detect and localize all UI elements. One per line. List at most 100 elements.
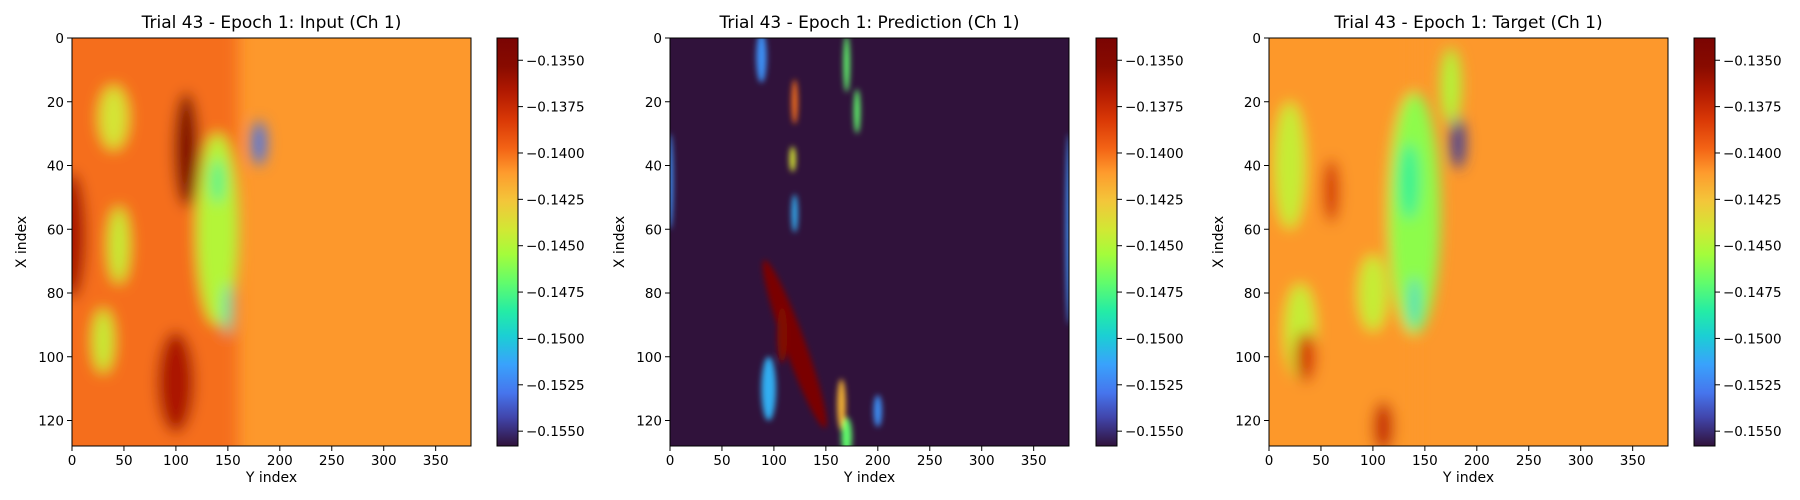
y-tick-label: 40 bbox=[47, 159, 64, 175]
heatmap-blob-6 bbox=[853, 89, 861, 134]
heatmap-blob-5 bbox=[108, 206, 130, 284]
y-tick-label: 20 bbox=[1244, 95, 1261, 111]
colorbar-tick-label: −0.1475 bbox=[526, 285, 585, 301]
heatmap-blob-11 bbox=[1440, 47, 1462, 125]
x-tick-label: 100 bbox=[1360, 453, 1386, 469]
x-tick-label: 200 bbox=[865, 453, 891, 469]
heatmap-blob-10 bbox=[1358, 254, 1388, 332]
x-tick-label: 200 bbox=[267, 453, 293, 469]
colorbar-tick-label: −0.1375 bbox=[1723, 100, 1782, 116]
x-tick-label: 0 bbox=[68, 453, 77, 469]
y-tick-label: 0 bbox=[653, 31, 662, 47]
colorbar-tick-label: −0.1500 bbox=[1723, 331, 1782, 347]
x-tick-label: 250 bbox=[319, 453, 345, 469]
heatmap-blob-5 bbox=[843, 38, 850, 93]
colorbar-tick-label: −0.1350 bbox=[526, 53, 585, 69]
heatmap-blob-9 bbox=[791, 194, 798, 233]
y-tick-label: 120 bbox=[38, 414, 64, 430]
heatmap-blob-1 bbox=[777, 305, 788, 364]
heatmap-blob-3 bbox=[791, 79, 798, 125]
axes-frame bbox=[1268, 37, 1669, 447]
x-tick-label: 350 bbox=[423, 453, 449, 469]
colorbar-tick-label: −0.1475 bbox=[1723, 285, 1782, 301]
heatmap-blob-3 bbox=[157, 331, 195, 434]
heatmap-blob-7 bbox=[1323, 159, 1340, 223]
y-axis-label: X index bbox=[1211, 216, 1227, 268]
colorbar-tick-label: −0.1450 bbox=[526, 239, 585, 255]
x-tick-label: 250 bbox=[917, 453, 943, 469]
heatmap-blob-1 bbox=[72, 171, 87, 300]
x-axis-label: Y index bbox=[843, 470, 895, 486]
y-tick-label: 100 bbox=[636, 350, 662, 366]
y-tick-label: 20 bbox=[645, 95, 662, 111]
x-tick-label: 300 bbox=[969, 453, 995, 469]
heatmap-background bbox=[670, 38, 1069, 446]
x-tick-label: 350 bbox=[1021, 453, 1047, 469]
heatmap-blob-2 bbox=[1398, 143, 1420, 220]
colorbar-tick-label: −0.1425 bbox=[1723, 192, 1782, 208]
x-tick-label: 0 bbox=[1265, 453, 1274, 469]
heatmap-blob-4 bbox=[99, 85, 129, 150]
x-tick-label: 50 bbox=[1312, 453, 1329, 469]
x-tick-label: 150 bbox=[1412, 453, 1438, 469]
heatmap-blob-5 bbox=[1274, 101, 1306, 230]
x-tick-label: 150 bbox=[813, 453, 839, 469]
panel-3: Trial 43 - Epoch 1: Target (Ch 1) 0 50 100 1… bbox=[1211, 13, 1782, 486]
x-axis-label: Y index bbox=[1442, 470, 1494, 486]
chart-title: Trial 43 - Epoch 1: Target (Ch 1) bbox=[1333, 13, 1602, 33]
heatmap-blob-9 bbox=[223, 283, 233, 335]
heatmap-blob-4 bbox=[1450, 117, 1466, 169]
axes-frame bbox=[71, 37, 472, 447]
x-tick-label: 50 bbox=[713, 453, 730, 469]
y-tick-label: 80 bbox=[1244, 286, 1261, 302]
y-tick-label: 20 bbox=[47, 95, 64, 111]
heatmap-blob-9 bbox=[1372, 401, 1394, 446]
panel-1: Trial 43 - Epoch 1: Input (Ch 1) 0 50 100 15… bbox=[14, 13, 585, 486]
x-tick-label: 300 bbox=[1568, 453, 1594, 469]
y-tick-label: 80 bbox=[47, 286, 64, 302]
colorbar-tick-label: −0.1375 bbox=[1125, 100, 1184, 116]
y-axis-label: X index bbox=[612, 216, 628, 268]
colorbar-gradient bbox=[496, 37, 519, 447]
colorbar-tick-label: −0.1525 bbox=[526, 378, 585, 394]
heatmap-blob-12 bbox=[1065, 133, 1069, 325]
y-tick-label: 120 bbox=[636, 414, 662, 430]
x-tick-label: 350 bbox=[1620, 453, 1646, 469]
colorbar-gradient bbox=[1693, 37, 1716, 447]
colorbar-gradient bbox=[1095, 37, 1118, 447]
y-tick-label: 0 bbox=[1252, 31, 1261, 47]
heatmap-image bbox=[1269, 38, 1668, 446]
colorbar-tick-label: −0.1425 bbox=[526, 192, 585, 208]
heatmap-blob-7 bbox=[196, 133, 239, 325]
colorbar: −0.1350 −0.1375 −0.1400 −0.1425 −0.1450 −0.14… bbox=[1095, 37, 1184, 447]
heatmap-blob-13 bbox=[873, 395, 882, 427]
colorbar-tick-label: −0.1450 bbox=[1723, 239, 1782, 255]
colorbar-tick-label: −0.1550 bbox=[526, 424, 585, 440]
x-axis-label: Y index bbox=[245, 470, 297, 486]
x-tick-label: 50 bbox=[115, 453, 132, 469]
colorbar-tick-label: −0.1450 bbox=[1125, 239, 1184, 255]
heatmap-image bbox=[670, 38, 1069, 446]
chart-title: Trial 43 - Epoch 1: Prediction (Ch 1) bbox=[718, 13, 1019, 33]
colorbar-tick-label: −0.1550 bbox=[1723, 424, 1782, 440]
x-tick-label: 0 bbox=[666, 453, 675, 469]
colorbar-tick-label: −0.1525 bbox=[1125, 378, 1184, 394]
heatmap-blob-3 bbox=[1410, 277, 1419, 329]
colorbar-tick-label: −0.1400 bbox=[526, 146, 585, 162]
axes-frame bbox=[669, 37, 1070, 447]
colorbar-tick-label: −0.1375 bbox=[526, 100, 585, 116]
colorbar-tick-label: −0.1525 bbox=[1723, 378, 1782, 394]
x-tick-label: 200 bbox=[1464, 453, 1490, 469]
colorbar-tick-label: −0.1350 bbox=[1723, 53, 1782, 69]
colorbar-tick-label: −0.1350 bbox=[1125, 53, 1184, 69]
heatmap-blob-0 bbox=[762, 260, 827, 428]
heatmap-blob-8 bbox=[211, 159, 224, 204]
y-tick-label: 60 bbox=[47, 222, 64, 238]
x-tick-label: 150 bbox=[215, 453, 241, 469]
heatmap-blob-8 bbox=[761, 356, 776, 421]
x-tick-label: 250 bbox=[1516, 453, 1542, 469]
heatmap-blob-2 bbox=[837, 379, 846, 431]
heatmap-blob-8 bbox=[1294, 331, 1316, 383]
heatmap-blob-4 bbox=[789, 146, 796, 172]
